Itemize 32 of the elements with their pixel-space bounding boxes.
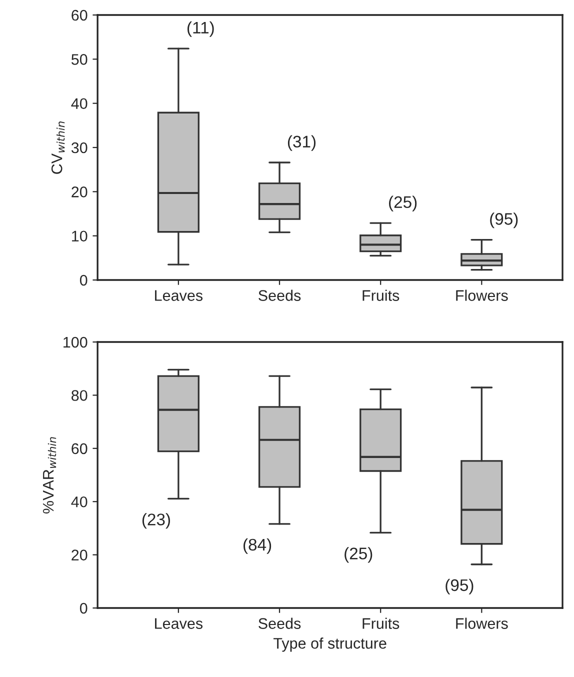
- y-tick-label: 20: [72, 186, 88, 198]
- y-tick-label: 0: [80, 602, 88, 614]
- x-tick-label: Fruits: [362, 290, 400, 301]
- annotation: (25): [344, 547, 372, 563]
- annotation: (84): [244, 538, 272, 554]
- annotation: (31): [288, 135, 316, 151]
- x-tick-label: Seeds: [258, 618, 301, 629]
- y-tick-label: 50: [71, 54, 88, 65]
- annotation: (95): [490, 212, 518, 228]
- y-axis-title: %VAR$_{within}$: [42, 437, 56, 514]
- x-tick-label: Leaves: [155, 290, 203, 301]
- y-tick-label: 0: [80, 274, 88, 286]
- x-tick-label: Seeds: [258, 290, 301, 301]
- annotation: (23): [142, 513, 170, 529]
- y-tick-label: 100: [64, 336, 88, 348]
- y-tick-label: 10: [72, 230, 88, 242]
- y-tick-label: 80: [72, 390, 88, 401]
- y-tick-label: 60: [72, 10, 88, 21]
- x-tick-label: Leaves: [155, 618, 203, 629]
- annotation: (11): [187, 21, 214, 37]
- annotation: (95): [446, 578, 474, 594]
- y-axis-title: CV$_{within}$: [51, 122, 65, 174]
- x-tick-label: Flowers: [456, 618, 508, 629]
- annotation: (25): [389, 196, 417, 212]
- y-tick-label: 60: [72, 443, 88, 454]
- x-tick-label: Fruits: [362, 618, 400, 629]
- x-axis-title: Type of structure: [274, 638, 386, 652]
- y-tick-label: 30: [71, 142, 88, 154]
- x-tick-label: Flowers: [456, 290, 508, 301]
- y-tick-label: 40: [71, 496, 88, 508]
- y-tick-label: 20: [72, 550, 88, 560]
- y-tick-label: 40: [71, 98, 88, 110]
